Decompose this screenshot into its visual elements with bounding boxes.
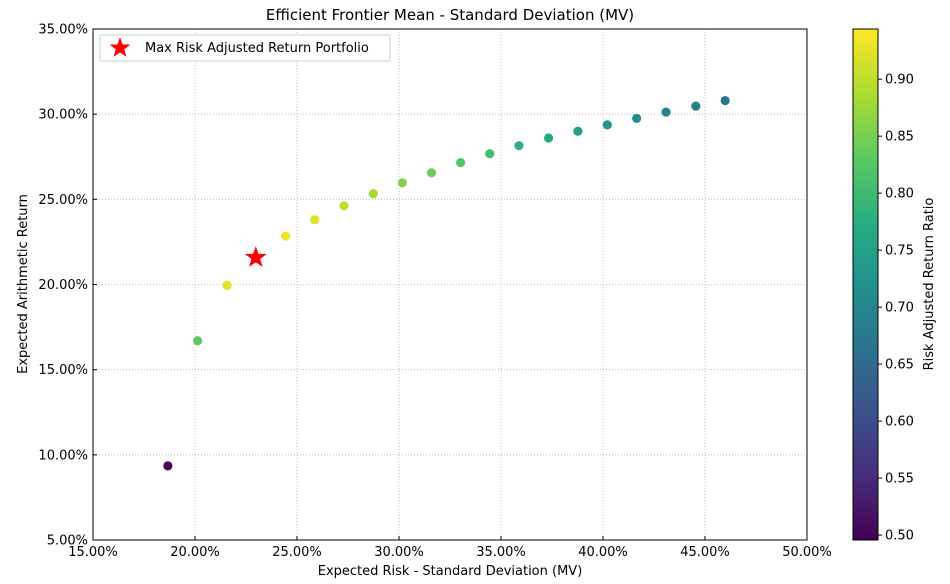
x-tick-label: 45.00% bbox=[680, 545, 730, 560]
frontier-point bbox=[456, 157, 466, 168]
x-tick-label: 30.00% bbox=[374, 545, 424, 560]
x-tick-label: 25.00% bbox=[272, 545, 322, 560]
max-portfolio-star bbox=[244, 246, 267, 267]
frontier-point bbox=[632, 113, 642, 124]
x-tick-label: 40.00% bbox=[578, 545, 628, 560]
colorbar-tick-label: 0.80 bbox=[885, 187, 914, 202]
colorbar-tick-label: 0.55 bbox=[885, 472, 914, 487]
x-tick-label: 50.00% bbox=[782, 545, 832, 560]
x-axis-ticks: 15.00% 20.00% 25.00% 30.00% 35.00% 40.00% 45.0… bbox=[68, 536, 832, 560]
colorbar-gradient bbox=[852, 28, 879, 541]
colorbar: 0.50 0.55 0.60 0.65 0.70 0.75 0.80 0.85 0.90 Ris… bbox=[852, 28, 937, 544]
chart-title: Efficient Frontier Mean - Standard Devia… bbox=[266, 6, 634, 24]
frontier-point bbox=[280, 231, 291, 241]
frontier-point bbox=[163, 461, 173, 471]
frontier-point bbox=[193, 336, 203, 346]
x-tick-label: 20.00% bbox=[170, 545, 220, 560]
y-axis-label: Expected Arithmetic Return bbox=[16, 194, 31, 374]
frontier-point bbox=[310, 215, 320, 225]
colorbar-tick-label: 0.50 bbox=[885, 529, 914, 544]
data-points bbox=[163, 95, 730, 471]
y-tick-label: 25.00% bbox=[38, 193, 88, 208]
colorbar-tick-label: 0.90 bbox=[885, 73, 914, 88]
y-tick-label: 20.00% bbox=[38, 278, 88, 293]
grid bbox=[93, 29, 807, 540]
frontier-point bbox=[661, 107, 671, 117]
colorbar-tick-label: 0.60 bbox=[885, 415, 914, 430]
frontier-point bbox=[691, 101, 701, 111]
y-axis-ticks: 5.00% 10.00% 15.00% 20.00% 25.00% 30.00% 35.00… bbox=[38, 23, 97, 549]
colorbar-label: Risk Adjusted Return Ratio bbox=[922, 198, 937, 371]
y-tick-label: 35.00% bbox=[38, 23, 88, 38]
y-tick-label: 15.00% bbox=[38, 363, 88, 378]
frontier-point bbox=[514, 141, 524, 151]
frontier-point bbox=[720, 95, 730, 106]
y-tick-label: 30.00% bbox=[38, 108, 88, 123]
frontier-point bbox=[573, 126, 583, 136]
frontier-point bbox=[543, 133, 554, 143]
x-tick-label: 35.00% bbox=[476, 545, 526, 560]
legend-entry-label: Max Risk Adjusted Return Portfolio bbox=[145, 41, 369, 56]
legend: Max Risk Adjusted Return Portfolio bbox=[99, 34, 391, 62]
frontier-point bbox=[426, 168, 437, 178]
colorbar-tick-label: 0.75 bbox=[885, 244, 914, 259]
x-tick-label: 15.00% bbox=[68, 545, 118, 560]
frontier-point bbox=[368, 189, 378, 199]
x-axis-label: Expected Risk - Standard Deviation (MV) bbox=[318, 564, 583, 579]
frontier-point bbox=[397, 178, 407, 188]
frontier-point bbox=[339, 201, 349, 211]
y-tick-label: 5.00% bbox=[47, 534, 88, 549]
y-tick-label: 10.00% bbox=[38, 448, 88, 463]
colorbar-tick-label: 0.70 bbox=[885, 301, 914, 316]
legend-box bbox=[99, 34, 391, 62]
colorbar-tick-label: 0.85 bbox=[885, 130, 914, 145]
frontier-point bbox=[485, 149, 495, 159]
colorbar-tick-label: 0.65 bbox=[885, 358, 914, 373]
legend-star-marker bbox=[109, 37, 131, 57]
frontier-point bbox=[602, 120, 612, 130]
colorbar-ticks: 0.50 0.55 0.60 0.65 0.70 0.75 0.80 0.85 0.90 bbox=[878, 73, 914, 544]
frontier-point bbox=[222, 280, 232, 290]
